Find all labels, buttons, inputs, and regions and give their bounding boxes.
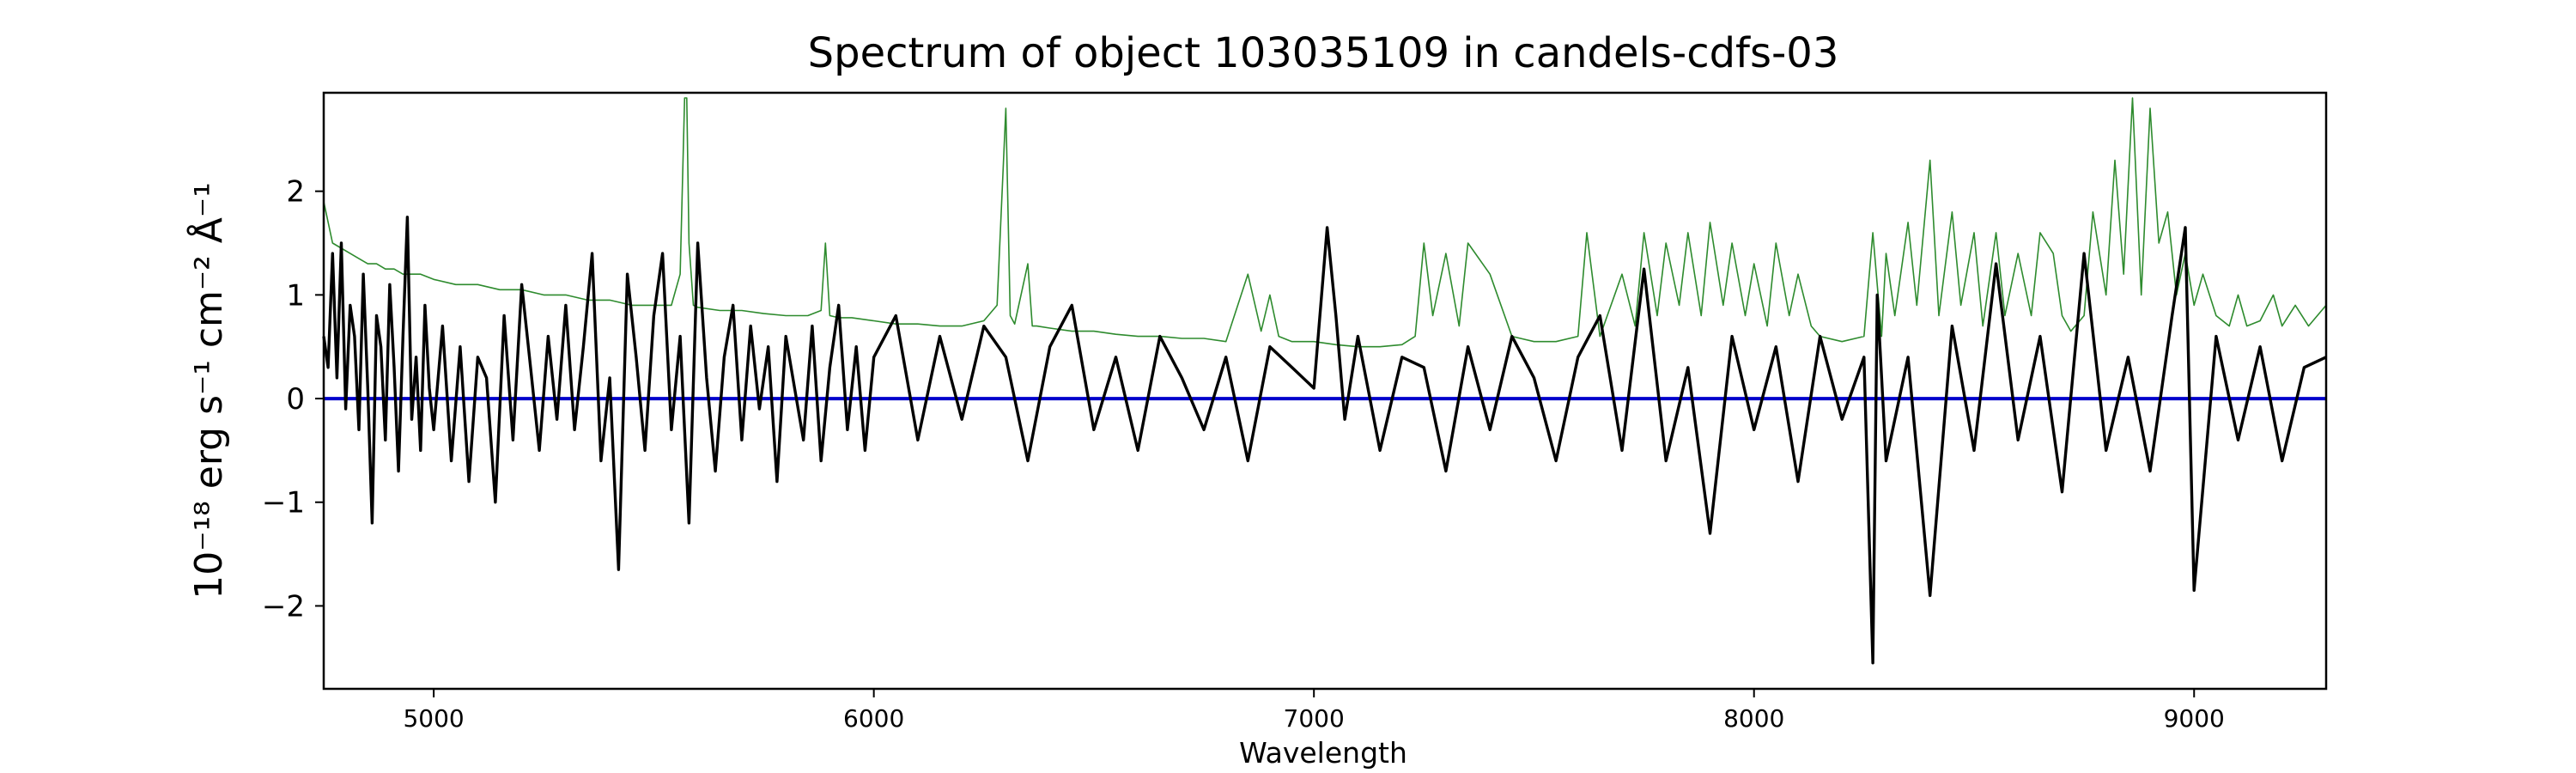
x-tick-label: 9000: [2164, 704, 2225, 733]
x-axis: 5000 6000 7000 8000 9000: [403, 689, 2225, 733]
y-axis: −2 −1 0 1 2: [262, 175, 324, 624]
flux-series-line: [322, 216, 2327, 665]
x-tick-label: 5000: [403, 704, 464, 733]
y-axis-label: 10⁻¹⁸ erg s⁻¹ cm⁻² Å⁻¹: [185, 182, 231, 599]
x-axis-label: Wavelength: [1239, 736, 1407, 770]
plot-area: [322, 97, 2327, 665]
y-tick-label: 1: [286, 278, 305, 313]
noise-series-line: [323, 97, 2327, 348]
x-tick-label: 7000: [1284, 704, 1345, 733]
chart-title: Spectrum of object 103035109 in candels-…: [808, 29, 1839, 77]
x-tick-label: 8000: [1723, 704, 1784, 733]
y-tick-label: 2: [286, 175, 305, 210]
y-tick-label: 0: [286, 382, 305, 417]
y-tick-label: −1: [262, 486, 305, 520]
axes-frame: [322, 91, 2328, 691]
y-tick-label: −2: [262, 589, 305, 624]
x-tick-label: 6000: [843, 704, 904, 733]
